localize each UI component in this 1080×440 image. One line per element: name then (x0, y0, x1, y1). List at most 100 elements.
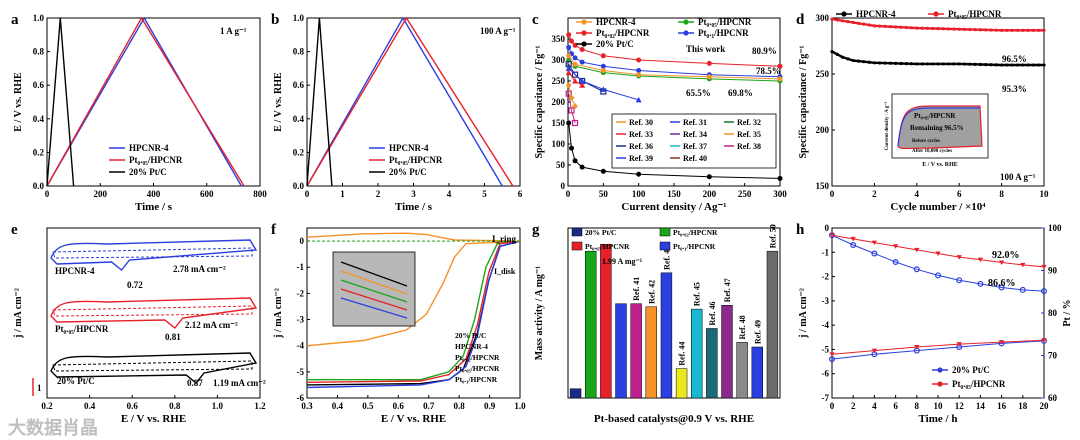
panel-c-ytick-label: 300 (552, 55, 566, 65)
panel-h-data-point (893, 244, 899, 249)
panel-d-inset-xlabel: E / V vs. RHE (922, 162, 958, 168)
panel-c-ref-legend-entry: Ref. 36 (629, 142, 653, 151)
panel-c-xtick-label: 300 (773, 189, 787, 199)
panel-d-data-point (936, 27, 940, 31)
panel-c-data-point (565, 90, 572, 97)
panel-d-annotation: 100 A g⁻¹ (1000, 172, 1036, 182)
panel-g-bar (585, 250, 597, 399)
panel-d-data-point (989, 28, 993, 32)
panel-h-data-point (829, 233, 835, 238)
panel-g-legend-entry: Pt₀.₁/HPCNR (673, 242, 716, 251)
panel-d-data-point (925, 62, 930, 66)
panel-g-legend-entry: 20% Pt/C (585, 228, 616, 237)
panel-h-ytick-label: 0 (825, 223, 830, 233)
panel-d-data-point (851, 58, 855, 63)
panel-d-data-point (862, 60, 866, 64)
panel-d-data-point (830, 17, 834, 21)
panel-d-data-point (984, 28, 988, 32)
panel-d-data-point (867, 60, 871, 64)
panel-d-data-point (841, 55, 845, 59)
panel-g-bar-label: Ref. 47 (723, 278, 732, 302)
panel-d-frame (831, 17, 1045, 187)
panel-c-data-point (568, 94, 575, 101)
panel-b-xtick-label: 2 (376, 189, 381, 199)
panel-h-data-point (871, 240, 877, 246)
panel-e-annotation: Pt₀.₀₅/HPCNR (55, 324, 109, 334)
panel-h-xtick-label: 6 (893, 401, 898, 411)
panel-d-data-point (1037, 63, 1041, 67)
panel-d-data-point (947, 62, 951, 66)
panel-f-xlabel: E / V vs. RHE (381, 413, 446, 425)
panel-b-legend-entry: 20% Pt/C (389, 167, 427, 177)
panel-c-ref-legend-box (611, 113, 777, 169)
panel-d-data-point (872, 24, 877, 28)
panel-g-legend-entry: Pt₀.₀₅/HPCNR (585, 242, 630, 251)
panel-d-data-point (1037, 28, 1041, 32)
panel-g-legend-swatch (659, 227, 671, 237)
panel-f-ytick-label: -4 (297, 341, 305, 351)
panel-g-bar-label: Ref. 41 (632, 277, 641, 301)
panel-h-series-line (831, 340, 1045, 360)
panel-c-legend-marker (581, 30, 587, 36)
panel-c-ref-legend-entry: Ref. 31 (683, 118, 707, 127)
panel-c-data-point (579, 82, 586, 88)
panel-b-series-line (306, 16, 503, 187)
panel-c-data-point (600, 168, 606, 174)
panel-d-data-point (904, 25, 908, 30)
panel-c-data-point (572, 78, 579, 84)
panel-c-ytick-label: 100 (552, 139, 566, 149)
panel-c-legend-entry: 20% Pt/C (596, 39, 634, 49)
panel-f-inset-line (340, 297, 408, 319)
panel-d-inset-cv-before (897, 105, 983, 150)
panel-g-bar (736, 342, 748, 399)
panel-d-data-point (1026, 63, 1030, 67)
panel-d-inset-legend: After 10,000 cycles (912, 149, 952, 154)
panel-e-scale-bar-label: 1 (37, 383, 42, 393)
panel-f-series-line (306, 240, 521, 347)
panel-d-data-point (994, 28, 998, 32)
panel-h-annotation: 86.6% (988, 278, 1016, 289)
panel-h-xtick-label: 10 (934, 401, 944, 411)
panel-c-data-point (565, 65, 572, 71)
panel-g-bar-label: Ref. 42 (647, 280, 656, 304)
panel-a-ytick-label: 1.0 (33, 13, 45, 23)
panel-c-ref-legend-entry: Ref. 30 (629, 118, 653, 127)
panel-d-data-point (1031, 63, 1035, 67)
panel-c-annotation: 80.9% (752, 46, 777, 56)
panel-g-bar (766, 250, 779, 399)
panel-e-xtick-label: 0.6 (127, 401, 139, 411)
panel-c-legend-entry: Pt₀.₀₂/HPCNR (596, 28, 650, 38)
panel-d-data-point (1000, 28, 1004, 32)
panel-h-ylabel: j / mA cm⁻² (798, 288, 809, 339)
panel-d-data-point (1015, 63, 1020, 67)
panel-c-data-point (569, 145, 575, 151)
panel-f-xtick-label: 0.9 (484, 401, 496, 411)
panel-f-frame (306, 227, 521, 399)
panel-e-annotation: 0.81 (165, 332, 181, 342)
panel-d-data-point (894, 61, 898, 65)
panel-d-xtick-label: 0 (830, 189, 835, 199)
panel-f-series-line (306, 240, 521, 389)
panel-d-xtick-label: 2 (872, 189, 877, 199)
panel-c-xtick-label: 50 (599, 189, 609, 199)
panel-f-xtick-label: 0.6 (393, 401, 405, 411)
panel-d-data-point (909, 26, 914, 30)
panel-d-data-point (984, 63, 988, 67)
panel-c-data-point (777, 63, 783, 69)
panel-b-xlabel: Time / s (395, 201, 433, 213)
panel-e-xtick-label: 0.2 (41, 401, 53, 411)
panel-c-data-point (572, 103, 579, 110)
panel-b-ytick-label: 0.8 (293, 47, 305, 57)
panel-f-ytick-label: -3 (297, 315, 305, 325)
panel-e-annotation: 0.87 (187, 378, 203, 388)
panel-c-xtick-label: 150 (667, 189, 681, 199)
panel-c-ref-legend-entry: Ref. 32 (737, 118, 761, 127)
panel-d-data-point (915, 62, 919, 66)
panel-b-legend-entry: Pt₀.₀₅/HPCNR (389, 155, 443, 165)
panel-d-data-point (1005, 28, 1009, 32)
panel-h-series-line (831, 234, 1045, 292)
panel-c-ref-legend-entry: Ref. 38 (737, 142, 761, 151)
panel-d-inset-legend: Before cycles (912, 139, 940, 144)
panel-f-annotation: I_ring (492, 234, 517, 244)
panel-c-data-point (777, 175, 783, 181)
